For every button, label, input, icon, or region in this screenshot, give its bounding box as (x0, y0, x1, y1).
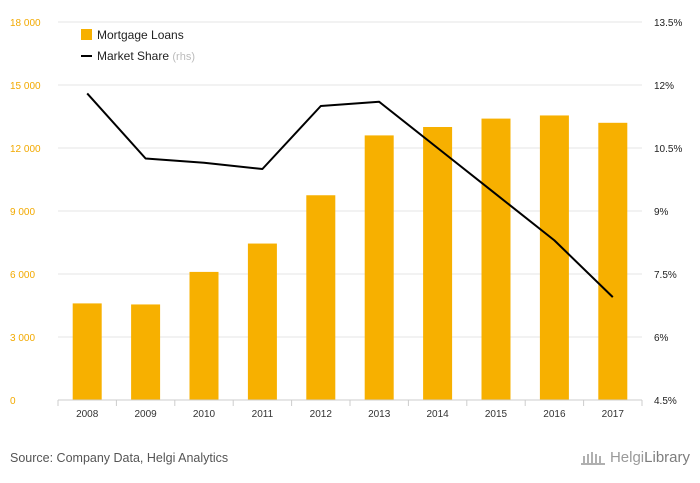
x-tick-label: 2016 (543, 409, 566, 420)
market-share-line (86, 92, 614, 298)
bar (423, 127, 453, 400)
x-tick-label: 2008 (76, 409, 99, 420)
helgi-library-logo: Helgi Library (580, 449, 690, 466)
y-right-tick-label: 7.5% (654, 270, 677, 281)
library-building-icon (580, 451, 605, 465)
x-tick-label: 2015 (485, 409, 508, 420)
logo-text-library: Library (644, 449, 690, 466)
y-right-tick-label: 6% (654, 333, 669, 344)
x-tick-label: 2009 (134, 409, 157, 420)
y-right-tick-label: 10.5% (654, 144, 682, 155)
legend-label-market-share: Market Share (rhs) (97, 49, 195, 63)
logo-text-helgi: Helgi (609, 449, 645, 466)
x-tick-label: 2013 (368, 409, 391, 420)
y-left-tick-label: 12 000 (10, 144, 41, 155)
y-left-tick-label: 15 000 (10, 81, 41, 92)
y-left-tick-label: 18 000 (10, 18, 41, 29)
x-tick-label: 2010 (193, 409, 216, 420)
legend-swatch-mortgage-loans (81, 29, 92, 40)
y-left-tick-label: 9 000 (10, 207, 35, 218)
source-note: Source: Company Data, Helgi Analytics (10, 451, 229, 465)
x-tick-label: 2017 (602, 409, 625, 420)
bar (247, 243, 277, 400)
legend-rhs-note: (rhs) (172, 51, 195, 63)
bar (131, 304, 161, 400)
x-tick-label: 2014 (426, 409, 449, 420)
y-right-tick-label: 9% (654, 207, 669, 218)
bar (72, 303, 102, 400)
bar (539, 115, 569, 400)
axes: 0 3 000 6 000 9 000 12 000 15 000 18 000 4.5% 6%… (10, 18, 682, 420)
y-left-tick-label: 0 (10, 396, 16, 407)
legend-label-mortgage-loans: Mortgage Loans (97, 28, 184, 42)
x-tick-label: 2011 (252, 409, 274, 420)
bar (306, 195, 336, 400)
bar-series-mortgage-loans (72, 115, 628, 401)
x-tick-label: 2012 (310, 409, 333, 420)
legend: Mortgage Loans Market Share (rhs) (81, 28, 195, 63)
y-right-tick-label: 13.5% (654, 18, 682, 29)
y-right-tick-label: 12% (654, 81, 674, 92)
bar (189, 271, 219, 400)
y-left-tick-label: 6 000 (10, 270, 35, 281)
bar (598, 122, 628, 401)
y-right-tick-label: 4.5% (654, 396, 677, 407)
line-series-market-share (86, 92, 614, 298)
y-left-tick-label: 3 000 (10, 333, 35, 344)
bar (364, 135, 394, 400)
bar (481, 118, 511, 400)
